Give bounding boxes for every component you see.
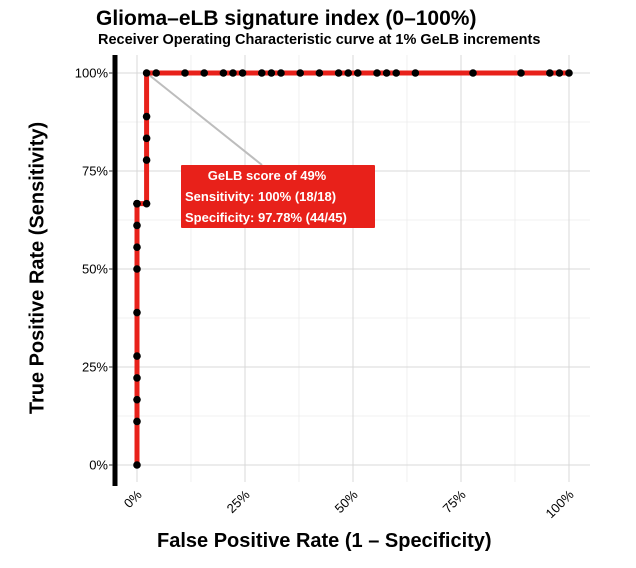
- x-tick-label: 100%: [543, 487, 577, 521]
- x-axis-label: False Positive Rate (1 – Specificity): [157, 530, 492, 552]
- data-point: [142, 69, 151, 77]
- annotation-box-rect: [181, 165, 375, 228]
- data-point: [392, 69, 401, 77]
- y-tick-label: 0%: [89, 458, 108, 473]
- data-point: [200, 69, 209, 77]
- data-point: [267, 69, 276, 77]
- tick-labels: 0% 25% 50% 75% 100% 0% 25% 50% 75% 100%: [75, 66, 577, 522]
- data-point: [546, 69, 554, 77]
- data-point: [133, 417, 141, 426]
- data-point: [133, 395, 141, 404]
- data-points: [133, 69, 573, 469]
- data-point: [142, 199, 151, 208]
- data-point: [133, 199, 141, 208]
- data-point: [133, 243, 141, 252]
- data-point: [517, 69, 525, 77]
- data-point: [344, 69, 353, 77]
- data-point: [142, 112, 151, 121]
- data-point: [181, 69, 189, 77]
- y-axis-label: True Positive Rate (Sensitivity): [26, 121, 49, 415]
- annotation-line: Sensitivity: 100% (18/18): [185, 189, 336, 204]
- x-tick-label: 0%: [121, 487, 145, 511]
- annotation-connector-line: [145, 72, 263, 166]
- y-tick-label: 25%: [82, 360, 108, 375]
- data-point: [142, 134, 151, 143]
- annotation-box: GeLB score of 49% Sensitivity: 100% (18/1…: [181, 165, 375, 228]
- chart-subtitle: Receiver Operating Characteristic curve …: [98, 32, 541, 48]
- annotation-line: Specificity: 97.78% (44/45): [185, 210, 347, 225]
- data-point: [382, 69, 391, 77]
- data-point: [133, 374, 141, 382]
- data-point: [373, 69, 381, 77]
- data-point: [469, 69, 477, 77]
- data-point: [133, 308, 141, 317]
- data-point: [238, 69, 247, 77]
- data-point: [277, 69, 285, 77]
- annotation-connector: [145, 72, 263, 166]
- y-tick-label: 50%: [82, 262, 108, 277]
- chart-title: Glioma–eLB signature index (0–100%): [96, 7, 477, 30]
- data-point: [555, 69, 564, 77]
- data-point: [296, 69, 305, 77]
- grid: [115, 55, 590, 482]
- x-tick-label: 25%: [224, 487, 253, 516]
- data-point: [152, 69, 160, 77]
- data-point: [315, 69, 324, 77]
- data-point: [133, 265, 141, 273]
- x-tick-label: 50%: [332, 487, 361, 516]
- data-point: [334, 69, 343, 77]
- data-point: [229, 69, 237, 77]
- y-tick-label: 100%: [75, 66, 109, 81]
- x-tick-label: 75%: [440, 487, 469, 516]
- data-point: [411, 69, 420, 77]
- data-point: [133, 352, 141, 360]
- data-point: [133, 221, 141, 230]
- annotation-line: GeLB score of 49%: [208, 168, 327, 183]
- data-point: [133, 461, 141, 469]
- data-point: [219, 69, 228, 77]
- data-point: [565, 69, 573, 77]
- data-point: [142, 156, 151, 164]
- data-point: [258, 69, 266, 77]
- data-point: [353, 69, 362, 77]
- y-tick-label: 75%: [82, 164, 108, 179]
